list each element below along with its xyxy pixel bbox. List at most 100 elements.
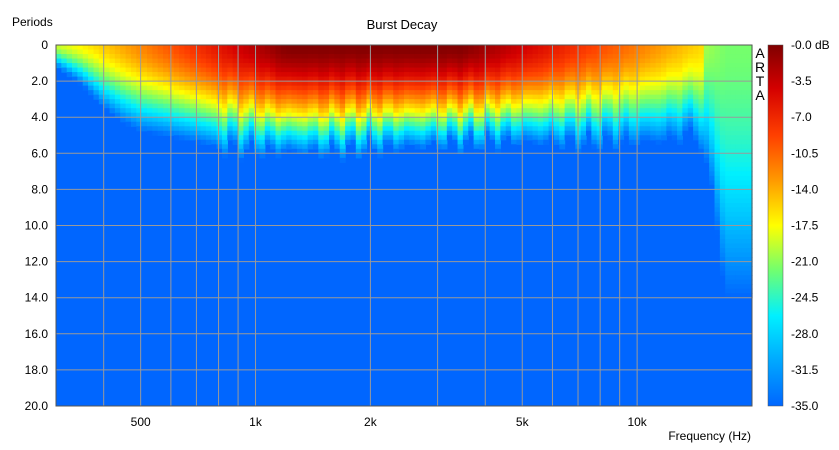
heatmap-cell [179, 90, 186, 96]
heatmap-cell [548, 130, 555, 136]
heatmap-cell [730, 157, 737, 163]
heatmap-cell [543, 85, 550, 91]
heatmap-cell [468, 99, 475, 105]
heatmap-cell [714, 58, 721, 64]
heatmap-cell [703, 117, 710, 123]
heatmap-cell [66, 58, 73, 64]
heatmap-cell [703, 90, 710, 96]
heatmap-cell [323, 139, 330, 145]
heatmap-cell [714, 76, 721, 82]
heatmap-cell [425, 108, 432, 114]
heatmap-cell [446, 108, 453, 114]
heatmap-cell [580, 63, 587, 69]
heatmap-cell [559, 99, 566, 105]
heatmap-cell [371, 130, 378, 136]
heatmap-cell [205, 76, 212, 82]
heatmap-cell [184, 117, 191, 123]
heatmap-cell [559, 108, 566, 114]
heatmap-cell [741, 266, 748, 272]
heatmap-cell [741, 81, 748, 87]
heatmap-cell [516, 121, 523, 127]
heatmap-cell [387, 76, 394, 82]
heatmap-cell [221, 117, 228, 123]
heatmap-cell [730, 162, 737, 168]
heatmap-cell [462, 94, 469, 100]
heatmap-cell [361, 72, 368, 78]
heatmap-cell [312, 117, 319, 123]
heatmap-cell [307, 135, 314, 141]
heatmap-cell [200, 139, 207, 145]
heatmap-cell [725, 130, 732, 136]
heatmap-cell [361, 130, 368, 136]
heatmap-cell [511, 130, 518, 136]
heatmap-cell [473, 103, 480, 109]
heatmap-cell [254, 72, 261, 78]
heatmap-cell [746, 135, 753, 141]
heatmap-cell [227, 90, 234, 96]
heatmap-cell [387, 49, 394, 55]
heatmap-cell [441, 67, 448, 73]
heatmap-cell [709, 85, 716, 91]
heatmap-cell [130, 94, 137, 100]
heatmap-cell [216, 121, 223, 127]
heatmap-cell [398, 103, 405, 109]
heatmap-cell [425, 112, 432, 118]
heatmap-cell [746, 257, 753, 263]
heatmap-cell [537, 135, 544, 141]
heatmap-cell [655, 85, 662, 91]
heatmap-cell [136, 54, 143, 60]
heatmap-cell [478, 117, 485, 123]
heatmap-cell [719, 99, 726, 105]
heatmap-cell [639, 54, 646, 60]
heatmap-cell [623, 121, 630, 127]
heatmap-cell [703, 103, 710, 109]
heatmap-cell [682, 49, 689, 55]
heatmap-cell [741, 279, 748, 285]
heatmap-cell [334, 81, 341, 87]
heatmap-cell [173, 108, 180, 114]
heatmap-cell [280, 58, 287, 64]
heatmap-cell [569, 135, 576, 141]
heatmap-cell [543, 67, 550, 73]
heatmap-cell [698, 85, 705, 91]
heatmap-cell [430, 94, 437, 100]
heatmap-cell [366, 67, 373, 73]
heatmap-cell [264, 117, 271, 123]
heatmap-cell [243, 72, 250, 78]
heatmap-cell [709, 72, 716, 78]
heatmap-cell [730, 108, 737, 114]
heatmap-cell [280, 148, 287, 154]
heatmap-cell [243, 63, 250, 69]
heatmap-cell [660, 54, 667, 60]
heatmap-cell [714, 67, 721, 73]
heatmap-cell [243, 49, 250, 55]
heatmap-cell [730, 166, 737, 172]
heatmap-cell [735, 139, 742, 145]
heatmap-cell [425, 67, 432, 73]
heatmap-cell [468, 72, 475, 78]
heatmap-cell [532, 108, 539, 114]
heatmap-cell [714, 198, 721, 204]
heatmap-cell [238, 112, 244, 118]
heatmap-cell [254, 108, 261, 114]
heatmap-cell [746, 94, 753, 100]
heatmap-cell [371, 63, 378, 69]
heatmap-cell [254, 99, 261, 105]
colorbar-label: -24.5 [791, 291, 819, 305]
heatmap-cell [623, 117, 630, 123]
heatmap-cell [200, 94, 207, 100]
heatmap-cell [527, 76, 534, 82]
heatmap-cell [618, 67, 625, 73]
heatmap-cell [655, 76, 662, 82]
heatmap-cell [173, 76, 180, 82]
heatmap-cell [238, 117, 244, 123]
heatmap-cell [82, 58, 89, 64]
heatmap-cell [382, 130, 389, 136]
heatmap-cell [152, 49, 159, 55]
heatmap-cell [591, 99, 598, 105]
heatmap-cell [147, 58, 153, 64]
heatmap-cell [377, 45, 384, 51]
heatmap-cell [457, 121, 464, 127]
heatmap-cell [725, 193, 732, 200]
heatmap-cell [677, 63, 683, 69]
